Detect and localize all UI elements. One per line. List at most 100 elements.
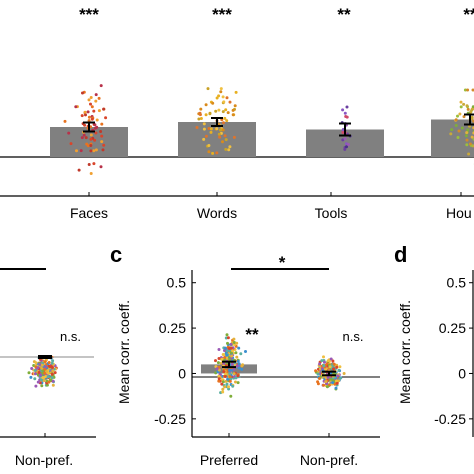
top-point <box>95 118 99 122</box>
panel-c-point <box>228 375 232 379</box>
top-point <box>450 128 454 132</box>
top-point <box>222 100 226 104</box>
panel-b-point <box>44 365 48 369</box>
top-point <box>87 163 91 166</box>
panel-b-point <box>36 366 40 370</box>
panel-c-point <box>217 374 221 378</box>
panel-c-point <box>320 359 324 363</box>
panel-c-point <box>230 354 234 358</box>
top-point <box>223 116 227 120</box>
top-point <box>104 116 108 120</box>
top-point <box>97 96 101 100</box>
top-point <box>67 131 71 135</box>
panel-c-point <box>231 384 235 388</box>
top-point <box>233 104 237 108</box>
top-point <box>93 138 97 142</box>
panel-c-point <box>337 368 341 372</box>
top-point <box>82 133 86 137</box>
panel-c-point <box>322 364 326 368</box>
panel-c-bar-significance-nonpref: n.s. <box>343 329 364 344</box>
panel-c-point <box>220 357 224 361</box>
top-point <box>215 96 219 100</box>
top-point <box>458 112 462 116</box>
top-point <box>222 121 225 125</box>
panel-c-point <box>329 357 333 361</box>
panel-c-point <box>221 387 225 391</box>
panel-b-point <box>50 376 54 380</box>
panel-b-point <box>51 359 55 363</box>
top-point <box>456 114 459 118</box>
top-point <box>97 109 101 113</box>
panel-c-point <box>226 341 229 345</box>
panel-b-point <box>50 372 54 376</box>
top-point <box>92 109 96 113</box>
panel-c-point <box>314 369 318 373</box>
top-point <box>84 113 87 117</box>
panel-c-point <box>235 364 239 368</box>
panel-c-point <box>229 342 233 346</box>
panel-c-point <box>326 359 330 363</box>
top-point <box>100 122 104 126</box>
top-point <box>457 129 461 133</box>
top-point <box>90 105 94 109</box>
top-point <box>74 105 78 109</box>
top-significance-words: *** <box>212 5 232 24</box>
panel-c-point <box>328 383 332 387</box>
panel-b-point <box>38 363 42 366</box>
panel-c-point <box>333 382 337 386</box>
panel-c-point <box>227 385 230 389</box>
top-point <box>231 113 235 117</box>
top-point <box>77 168 81 172</box>
top-point <box>232 135 236 139</box>
top-point <box>224 138 228 142</box>
panel-b-point <box>51 383 55 387</box>
panel-c-point <box>224 372 227 376</box>
panel-c-point <box>227 387 231 391</box>
panel-c-point <box>223 356 227 359</box>
top-point <box>101 148 105 152</box>
panel-c-point <box>226 336 230 340</box>
panel-c-xtick-label-nonpref: Non-pref. <box>300 452 358 468</box>
top-point <box>217 94 221 98</box>
top-point <box>465 143 469 147</box>
panel-c-point <box>236 381 240 385</box>
top-point <box>92 149 96 153</box>
top-point <box>459 105 463 109</box>
top-point <box>207 150 211 154</box>
panel-c-point <box>328 377 332 381</box>
top-point <box>84 136 88 140</box>
top-point <box>215 127 219 131</box>
top-point <box>454 118 458 122</box>
panel-c-point <box>335 365 339 369</box>
top-point <box>87 119 91 123</box>
panel-c-point <box>342 372 346 375</box>
panel-c-xtick-label-preferred: Preferred <box>200 452 258 468</box>
top-point <box>225 119 229 123</box>
top-point <box>217 108 221 112</box>
top-point <box>467 152 471 156</box>
panel-d-letter: d <box>394 242 407 267</box>
panel-c-point <box>235 341 239 345</box>
panel-b-point <box>33 377 37 381</box>
top-point <box>81 91 84 95</box>
panel-c-point <box>244 350 247 353</box>
panel-c-point <box>225 382 229 386</box>
panel-c-point <box>232 341 236 344</box>
top-point <box>225 96 229 100</box>
panel-c-point <box>228 372 232 376</box>
panel-b-point <box>43 371 47 375</box>
panel-c-point <box>216 361 220 365</box>
top-point <box>99 165 103 169</box>
panel-b-point <box>40 378 44 382</box>
panel-b-point <box>34 361 38 365</box>
panel-c-point <box>338 365 342 369</box>
panel-c-point <box>237 362 241 366</box>
top-point <box>195 126 199 129</box>
top-point <box>198 111 202 115</box>
panel-c-point <box>331 381 335 385</box>
top-point <box>469 110 473 114</box>
panel-b-point <box>46 375 50 379</box>
panel-b-point <box>33 372 37 376</box>
top-point <box>341 131 345 134</box>
